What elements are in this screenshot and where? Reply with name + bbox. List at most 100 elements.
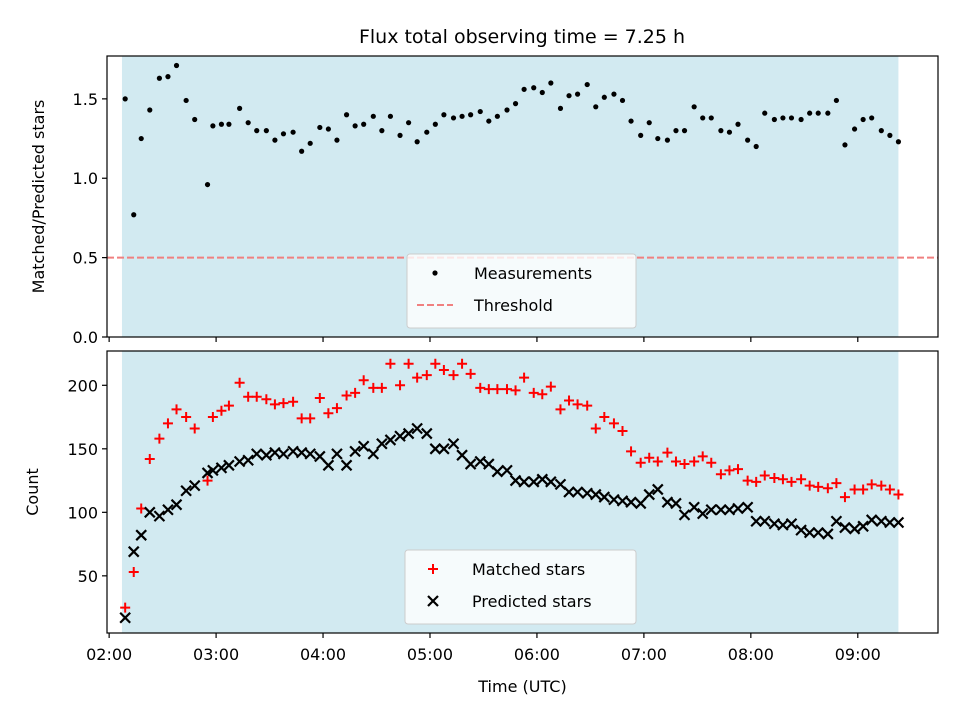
data-point: [611, 91, 617, 97]
legend-label: Predicted stars: [472, 592, 592, 611]
data-point: [181, 412, 192, 423]
data-point: [696, 507, 709, 520]
data-point: [314, 393, 325, 403]
data-point: [207, 464, 219, 477]
axes-frame: [106, 55, 939, 338]
data-point: [745, 137, 751, 143]
data-point: [254, 128, 260, 134]
y-tick-label: 150: [67, 440, 98, 459]
data-point: [531, 85, 537, 91]
data-point: [892, 516, 905, 529]
data-point: [226, 121, 232, 127]
data-point: [474, 455, 487, 468]
y-tick-label: 0.5: [73, 249, 98, 268]
data-point: [173, 62, 180, 69]
data-point: [411, 422, 423, 435]
x-tick-label: 06:00: [514, 645, 560, 664]
data-point: [299, 148, 305, 154]
y-axis-label: Count: [23, 468, 42, 516]
data-point: [590, 423, 601, 434]
data-point: [438, 443, 450, 455]
data-point: [815, 110, 821, 116]
data-point: [278, 398, 289, 409]
data-point: [830, 515, 843, 527]
y-axis-label: Matched/Predicted stars: [29, 100, 48, 294]
data-point: [599, 412, 610, 423]
data-point: [325, 126, 331, 132]
data-point: [192, 116, 198, 123]
data-point: [120, 602, 131, 613]
data-point: [822, 528, 834, 540]
data-point: [715, 469, 726, 480]
data-point: [626, 446, 637, 457]
data-point: [689, 456, 700, 467]
data-point: [869, 115, 875, 121]
data-point: [296, 413, 307, 424]
data-point: [361, 121, 367, 127]
data-point: [798, 116, 804, 123]
data-point: [144, 506, 156, 519]
data-point: [646, 120, 652, 126]
data-point: [866, 479, 877, 490]
data-point: [483, 384, 494, 395]
x-tick-label: 07:00: [621, 645, 667, 664]
data-point: [304, 448, 316, 460]
data-point: [376, 382, 387, 393]
data-point: [405, 120, 412, 126]
legend: Measurements Threshold: [406, 253, 637, 329]
data-point: [202, 475, 213, 486]
data-point: [679, 459, 690, 470]
data-point: [521, 86, 527, 92]
data-point: [421, 370, 432, 381]
data-point: [376, 437, 388, 450]
data-point: [638, 132, 644, 138]
data-point: [584, 81, 590, 88]
data-point: [162, 504, 174, 516]
series-measurements: [122, 62, 902, 218]
data-point: [189, 423, 200, 434]
data-point: [384, 434, 397, 446]
data-point: [223, 400, 234, 411]
y-tick-label: 100: [67, 503, 98, 522]
data-point: [468, 112, 474, 118]
data-point: [733, 464, 744, 475]
data-point: [183, 97, 189, 104]
data-point: [557, 105, 564, 111]
data-point: [617, 426, 628, 437]
data-point: [367, 448, 380, 460]
data-point: [795, 524, 807, 536]
data-point: [180, 484, 192, 497]
data-point: [277, 448, 290, 460]
data-point: [280, 131, 287, 137]
data-point: [804, 480, 815, 491]
legend-box: [406, 253, 637, 329]
data-point: [510, 385, 521, 396]
data-point: [441, 112, 447, 118]
data-point: [876, 480, 887, 491]
data-point: [153, 510, 166, 522]
data-point: [486, 118, 492, 124]
data-point: [290, 129, 296, 135]
y-tick-label: 1.0: [73, 169, 98, 188]
data-point: [762, 110, 768, 116]
y-tick-label: 1.5: [73, 90, 98, 109]
data-point: [726, 129, 733, 135]
data-point: [357, 440, 370, 453]
data-point: [555, 404, 566, 415]
data-point: [322, 459, 335, 472]
data-point: [598, 491, 611, 503]
data-point: [691, 104, 697, 110]
data-point: [251, 391, 262, 402]
data-point: [501, 384, 512, 395]
data-point: [715, 504, 727, 516]
data-point: [402, 427, 415, 440]
data-point: [536, 473, 549, 486]
data-point: [156, 75, 163, 81]
x-tick-label: 05:00: [407, 645, 453, 664]
data-point: [785, 517, 798, 530]
data-point: [430, 358, 441, 369]
data-point: [527, 476, 540, 488]
data-point: [619, 97, 626, 104]
series-predicted-stars: [119, 422, 905, 624]
data-point: [887, 132, 893, 138]
